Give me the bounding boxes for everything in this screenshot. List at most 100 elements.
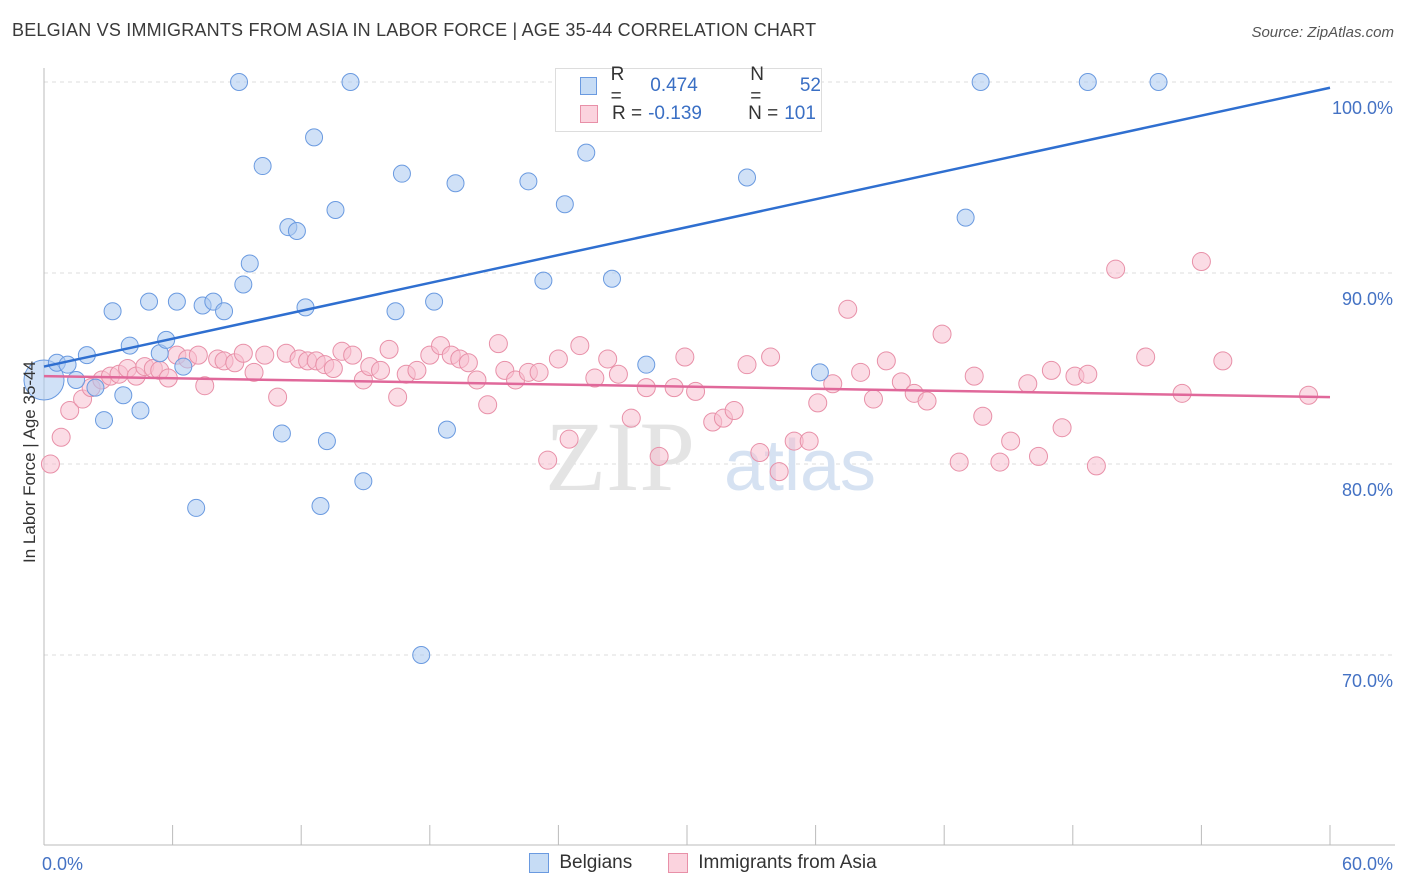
asia-point: [1191, 252, 1211, 272]
y-axis-label: In Labor Force | Age 35-44: [20, 361, 39, 563]
legend-n-value: 101: [784, 103, 816, 124]
belgians-trend-line: [43, 86, 1331, 368]
belgians-label: Belgians: [559, 852, 633, 873]
belgian-point: [95, 411, 114, 430]
asia-point: [1052, 418, 1072, 438]
legend-r-value: 0.474: [650, 75, 698, 96]
legend-row-asia: R = -0.139 N = 101: [580, 101, 816, 127]
asia-point: [598, 349, 618, 369]
legend-n-label: N =: [750, 64, 764, 107]
asia-trend-line: [43, 374, 1331, 399]
asia-point: [488, 334, 508, 354]
asia-point: [1086, 456, 1106, 476]
asia-point: [529, 362, 549, 382]
asia-point: [585, 368, 605, 388]
asia-point: [917, 391, 937, 411]
legend-item-asia[interactable]: Immigrants from Asia: [668, 852, 877, 874]
axes: [43, 68, 1395, 846]
asia-point: [1136, 347, 1156, 367]
asia-point: [724, 401, 744, 421]
y-tick-label: 90.0%: [1342, 289, 1393, 309]
asia-point: [932, 324, 952, 344]
belgian-point: [140, 292, 159, 311]
belgian-point: [215, 302, 234, 321]
asia-point: [371, 360, 391, 380]
asia-point: [323, 359, 343, 378]
belgians-swatch: [529, 853, 550, 873]
belgian-point: [311, 497, 330, 516]
belgian-point: [446, 174, 465, 193]
asia-point: [761, 347, 781, 367]
belgian-point: [738, 168, 757, 187]
watermark-zip: ZIP: [545, 401, 695, 512]
tick-labels: 100.0% 90.0% 80.0% 70.0% 0.0% 60.0%: [42, 98, 1393, 874]
asia-point: [769, 462, 789, 482]
chart-source: Source: ZipAtlas.com: [1251, 24, 1394, 41]
asia-point: [973, 406, 993, 426]
belgian-point: [131, 401, 150, 420]
asia-point: [686, 381, 706, 401]
belgian-point: [1149, 73, 1168, 91]
asia-point: [799, 431, 819, 451]
belgian-point: [392, 164, 411, 183]
asia-point: [458, 353, 478, 373]
belgian-point: [386, 302, 405, 321]
belgian-point: [971, 73, 990, 91]
asia-point: [188, 345, 208, 365]
asia-point: [1029, 446, 1049, 466]
asia-point: [851, 362, 871, 382]
belgian-point: [326, 200, 345, 219]
belgian-point: [425, 292, 444, 311]
belgian-point: [534, 271, 553, 290]
asia-point: [949, 452, 969, 472]
belgian-point: [187, 498, 206, 517]
asia-point: [990, 452, 1010, 472]
belgian-point: [437, 420, 456, 439]
correlation-legend: R = 0.474 N = 52 R = -0.139 N = 101: [555, 64, 822, 132]
asia-point: [838, 299, 858, 319]
asia-point: [255, 345, 275, 365]
y-tick-label: 80.0%: [1342, 480, 1393, 500]
asia-point: [548, 349, 568, 369]
asia-point: [268, 387, 288, 407]
belgian-point: [103, 302, 122, 321]
asia-point: [608, 364, 628, 384]
asia-point: [863, 389, 883, 409]
belgian-point: [167, 292, 186, 311]
series-asia-points: [40, 252, 1319, 482]
asia-swatch: [668, 853, 689, 873]
belgian-point: [637, 355, 656, 374]
asia-point: [379, 339, 399, 359]
belgian-point: [58, 355, 77, 374]
asia-point: [1106, 259, 1126, 279]
belgian-point: [412, 646, 431, 664]
legend-r-value: -0.139: [648, 103, 702, 124]
asia-point: [1018, 374, 1038, 394]
belgian-point: [287, 221, 306, 240]
asia-point: [636, 378, 656, 398]
belgian-point: [67, 370, 86, 389]
asia-point: [876, 351, 896, 371]
asia-point: [1078, 364, 1098, 384]
legend-swatch-asia: [580, 105, 598, 123]
belgian-point: [1078, 73, 1097, 91]
belgian-point: [114, 386, 133, 405]
trend-lines: [43, 86, 1331, 399]
asia-point: [244, 362, 264, 382]
asia-point: [478, 395, 498, 415]
belgian-point: [956, 208, 975, 227]
asia-point: [1213, 351, 1233, 371]
legend-r-label: R =: [612, 103, 643, 124]
asia-point: [808, 393, 828, 413]
legend-item-belgians[interactable]: Belgians: [529, 852, 632, 874]
chart-title: BELGIAN VS IMMIGRANTS FROM ASIA IN LABOR…: [12, 20, 817, 40]
asia-point: [40, 454, 60, 474]
asia-point: [964, 366, 984, 386]
belgian-point: [240, 254, 259, 273]
series-legend: Belgians Immigrants from Asia: [0, 852, 1406, 874]
asia-point: [559, 429, 579, 449]
asia-point: [60, 401, 80, 421]
belgian-point: [234, 275, 253, 294]
asia-label: Immigrants from Asia: [698, 852, 877, 873]
belgian-point: [174, 357, 193, 376]
